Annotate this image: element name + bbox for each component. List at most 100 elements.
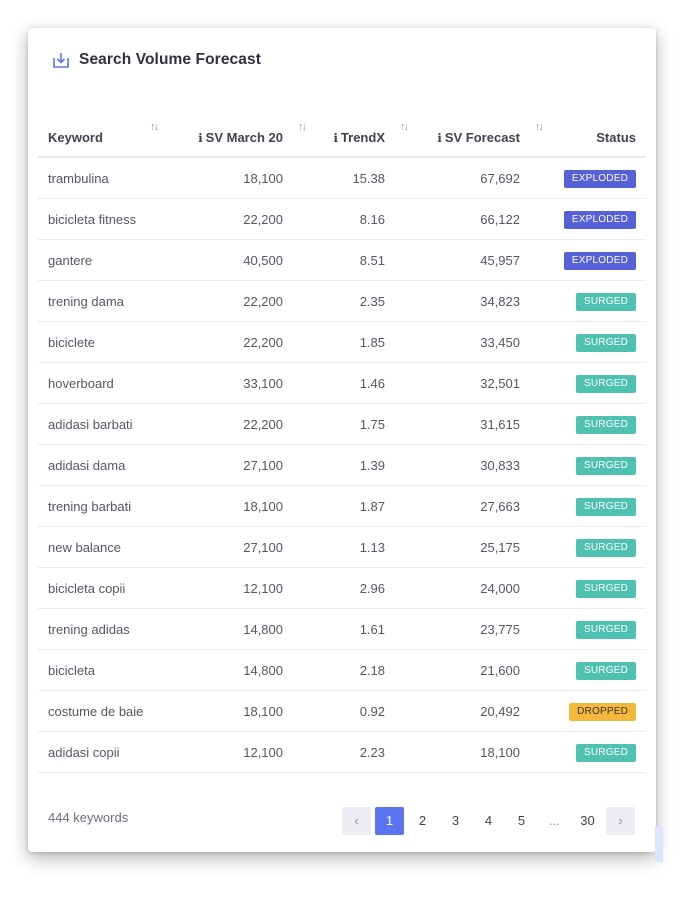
trendx-cell: 2.96 [311,567,413,609]
sv-forecast-cell: 34,823 [413,280,548,322]
sort-icon[interactable]: ↑↓ [150,121,159,133]
sort-icon[interactable]: ↑↓ [298,121,307,133]
keyword-cell[interactable]: trening dama [38,280,178,322]
status-badge: DROPPED [569,702,636,721]
sv-forecast-cell: 21,600 [413,649,548,691]
sv-march-cell: 18,100 [178,690,311,732]
card-header: Search Volume Forecast [52,48,261,72]
keyword-cell[interactable]: hoverboard [38,362,178,404]
keyword-cell[interactable]: trening barbati [38,485,178,527]
table-row[interactable]: trening dama 22,200 2.35 34,823 SURGED [38,280,646,322]
keyword-cell[interactable]: trening adidas [38,608,178,650]
status-badge: SURGED [576,292,636,311]
table-row[interactable]: biciclete 22,200 1.85 33,450 SURGED [38,321,646,363]
sv-forecast-cell: 33,450 [413,321,548,363]
sort-icon[interactable]: ↑↓ [400,121,409,133]
status-cell: EXPLODED [548,198,646,240]
status-cell: SURGED [548,321,646,363]
sv-forecast-cell: 30,833 [413,444,548,486]
keyword-cell[interactable]: biciclete [38,321,178,363]
sv-march-cell: 22,200 [178,403,311,445]
chevron-left-icon: ‹ [354,813,359,828]
table-row[interactable]: trening adidas 14,800 1.61 23,775 SURGED [38,608,646,650]
page-button-30[interactable]: 30 [580,813,595,828]
keyword-cell[interactable]: new balance [38,526,178,568]
page-button-1[interactable]: 1 [375,807,404,835]
sv-forecast-cell: 27,663 [413,485,548,527]
status-badge: SURGED [576,620,636,639]
keyword-count: 444 keywords [48,810,129,825]
table-row[interactable]: costume de baie 18,100 0.92 20,492 DROPPED [38,690,646,732]
info-icon[interactable]: ℹ [333,130,338,145]
trendx-cell: 8.16 [311,198,413,240]
search-volume-forecast-card: Search Volume Forecast Keyword ↑↓ ℹ SV Ma… [28,28,656,852]
info-icon[interactable]: ℹ [437,130,442,145]
page-button-4[interactable]: 4 [484,813,493,828]
keyword-cell[interactable]: trambulina [38,157,178,199]
status-cell: SURGED [548,608,646,650]
table-row[interactable]: gantere 40,500 8.51 45,957 EXPLODED [38,239,646,281]
keyword-cell[interactable]: bicicleta [38,649,178,691]
keyword-cell[interactable]: gantere [38,239,178,281]
sv-march-cell: 14,800 [178,608,311,650]
status-badge: EXPLODED [563,251,636,270]
table-row[interactable]: bicicleta fitness 22,200 8.16 66,122 EXPLODE… [38,198,646,240]
table-row[interactable]: adidasi barbati 22,200 1.75 31,615 SURGED [38,403,646,445]
prev-page-button[interactable]: ‹ [342,807,371,835]
trendx-cell: 15.38 [311,157,413,199]
page-button-2[interactable]: 2 [418,813,427,828]
trendx-cell: 1.61 [311,608,413,650]
trendx-cell: 2.23 [311,731,413,773]
status-cell: SURGED [548,280,646,322]
sv-forecast-cell: 24,000 [413,567,548,609]
sv-forecast-cell: 31,615 [413,403,548,445]
column-header-sv-march[interactable]: ℹ SV March 20 ↑↓ [178,118,311,158]
keyword-cell[interactable]: bicicleta fitness [38,198,178,240]
status-cell: SURGED [548,526,646,568]
status-cell: SURGED [548,485,646,527]
status-badge: SURGED [576,661,636,680]
status-badge: EXPLODED [563,210,636,229]
trendx-cell: 1.13 [311,526,413,568]
table-row[interactable]: hoverboard 33,100 1.46 32,501 SURGED [38,362,646,404]
sv-march-cell: 18,100 [178,157,311,199]
trendx-cell: 2.18 [311,649,413,691]
page-button-3[interactable]: 3 [451,813,460,828]
status-badge: SURGED [576,497,636,516]
table-row[interactable]: bicicleta 14,800 2.18 21,600 SURGED [38,649,646,691]
status-badge: SURGED [576,333,636,352]
sv-march-cell: 22,200 [178,198,311,240]
table-row[interactable]: new balance 27,100 1.13 25,175 SURGED [38,526,646,568]
trendx-cell: 1.46 [311,362,413,404]
sv-march-cell: 14,800 [178,649,311,691]
keyword-cell[interactable]: costume de baie [38,690,178,732]
table-row[interactable]: adidasi copii 12,100 2.23 18,100 SURGED [38,731,646,773]
sv-forecast-cell: 20,492 [413,690,548,732]
keyword-cell[interactable]: adidasi copii [38,731,178,773]
status-cell: SURGED [548,731,646,773]
next-page-button[interactable]: › [606,807,635,835]
trendx-cell: 1.85 [311,321,413,363]
sort-icon[interactable]: ↑↓ [535,121,544,133]
column-header-trendx[interactable]: ℹ TrendX ↑↓ [311,118,413,158]
scroll-indicator [655,826,663,862]
sv-forecast-cell: 25,175 [413,526,548,568]
status-cell: SURGED [548,444,646,486]
table-row[interactable]: bicicleta copii 12,100 2.96 24,000 SURGED [38,567,646,609]
column-header-sv-forecast[interactable]: ℹ SV Forecast ↑↓ [413,118,548,158]
table-row[interactable]: trening barbati 18,100 1.87 27,663 SURGED [38,485,646,527]
table-row[interactable]: adidasi dama 27,100 1.39 30,833 SURGED [38,444,646,486]
keyword-cell[interactable]: bicicleta copii [38,567,178,609]
column-header-keyword[interactable]: Keyword ↑↓ [38,118,178,158]
sv-march-cell: 27,100 [178,444,311,486]
keyword-cell[interactable]: adidasi dama [38,444,178,486]
keyword-cell[interactable]: adidasi barbati [38,403,178,445]
info-icon[interactable]: ℹ [198,130,203,145]
page-button-5[interactable]: 5 [517,813,526,828]
table-row[interactable]: trambulina 18,100 15.38 67,692 EXPLODED [38,157,646,199]
status-badge: SURGED [576,743,636,762]
download-icon[interactable] [52,51,70,69]
pagination: ‹ 1 2 3 4 5... 30 › [342,807,639,835]
